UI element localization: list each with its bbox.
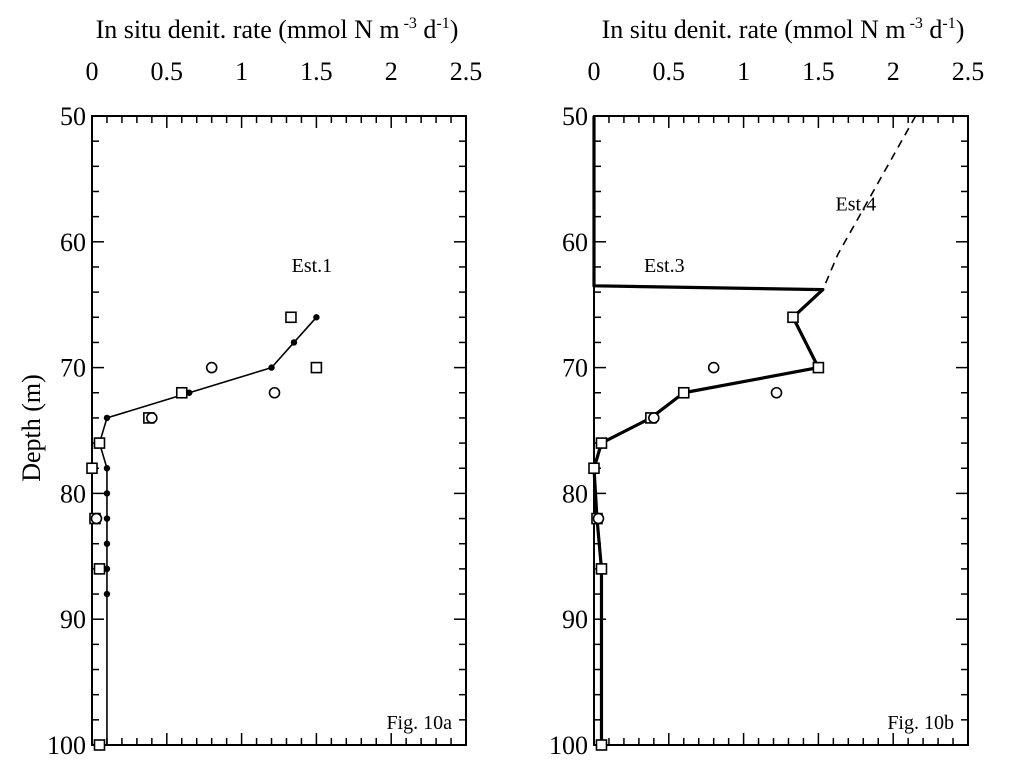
data-point-square (310, 361, 323, 374)
y-tick-label: 100 (549, 731, 588, 760)
x-tick-label: 0.5 (653, 57, 686, 86)
y-tick-label: 70 (562, 354, 588, 383)
data-point-dot (186, 389, 193, 396)
data-point-circle (770, 386, 783, 399)
x-axis-title: In situ denit. rate (mmol N m -3 d-1) (602, 15, 965, 44)
data-point-circle (146, 412, 158, 424)
x-tick-label: 1 (737, 57, 750, 86)
y-tick-label: 50 (562, 102, 588, 131)
x-tick-label: 2 (887, 57, 900, 86)
x-tick-label: 1.5 (802, 57, 835, 86)
panel-fig-10a: 0 0.5 1 1.5 2 2.5 50 60 70 80 90 100 In situ denit. … (47, 15, 482, 760)
data-point-circle (707, 361, 720, 374)
panel-label: Fig. 10a (386, 712, 452, 734)
y-tick-label: 60 (562, 228, 588, 257)
y-axis-title: Depth (m) (17, 374, 46, 482)
data-point-square (93, 739, 106, 751)
x-tick-label: 1 (235, 57, 248, 86)
y-tick-label: 70 (60, 354, 86, 383)
data-point-square (595, 563, 608, 575)
x-tick-label: 0 (588, 57, 601, 86)
x-tick-label: 0.5 (151, 57, 184, 86)
data-point-square (93, 563, 106, 575)
data-point-square (86, 462, 98, 475)
series-line (592, 116, 825, 745)
data-point-square (595, 739, 608, 751)
data-point-square (812, 361, 825, 374)
x-tick-label: 0 (86, 57, 99, 86)
series-annotation: Est.4 (836, 193, 877, 215)
data-point-circle (268, 386, 281, 399)
data-point-square (677, 386, 690, 399)
x-tick-label: 2.5 (450, 57, 483, 86)
data-point-square (588, 462, 600, 475)
data-point-dot (103, 515, 111, 522)
x-tick-label: 2 (385, 57, 398, 86)
data-point-square (93, 437, 106, 449)
series-line (98, 316, 317, 745)
data-point-square (787, 311, 799, 324)
data-point-dot (268, 364, 275, 371)
y-tick-label: 50 (60, 102, 86, 131)
y-tick-label: 60 (60, 228, 86, 257)
data-point-dot (313, 314, 320, 321)
data-point-circle (205, 361, 218, 374)
data-point-square (285, 311, 297, 324)
plot-frame (593, 115, 969, 746)
data-point-square (175, 386, 188, 399)
panel-fig-10b: 0 0.5 1 1.5 2 2.5 50 60 70 80 90 100 In situ denit. … (549, 15, 984, 760)
data-point-dot (103, 414, 111, 422)
data-point-dot (103, 590, 111, 598)
data-point-dot (103, 490, 111, 497)
series-line (593, 115, 917, 469)
data-point-circle (648, 412, 660, 424)
x-tick-label: 2.5 (952, 57, 985, 86)
data-point-dot (103, 465, 111, 472)
data-point-dot (103, 565, 111, 573)
plot-frame (91, 115, 467, 746)
y-tick-label: 80 (562, 479, 588, 508)
data-point-circle (90, 512, 103, 525)
data-point-dot (290, 339, 298, 346)
data-point-dot (103, 540, 111, 547)
series-annotation: Est.1 (292, 255, 333, 277)
x-axis-title: In situ denit. rate (mmol N m -3 d-1) (96, 15, 459, 44)
panel-label: Fig. 10b (887, 712, 954, 734)
x-tick-label: 1.5 (300, 57, 333, 86)
y-tick-label: 100 (47, 731, 86, 760)
data-point-square (595, 437, 608, 449)
y-tick-label: 90 (562, 605, 588, 634)
series-annotation: Est.3 (644, 255, 685, 277)
y-tick-label: 90 (60, 605, 86, 634)
y-tick-label: 80 (60, 479, 86, 508)
data-point-circle (592, 512, 605, 525)
